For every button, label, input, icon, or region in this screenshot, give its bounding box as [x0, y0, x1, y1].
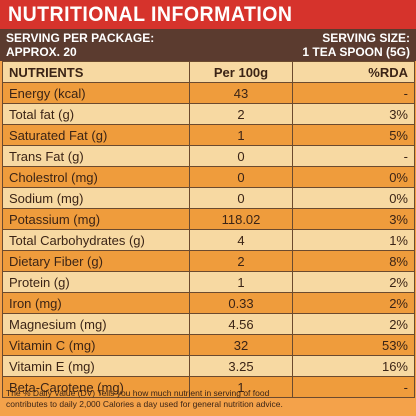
- table-body: Energy (kcal) 43- Total fat (g) 2 3% Saturate…: [2, 82, 415, 398]
- table-row: Vitamin E (mg) 3.25 16%: [2, 355, 415, 377]
- per-100g-value: 43: [189, 82, 293, 104]
- per-100g-value: 2: [189, 250, 293, 272]
- per-100g-value: 1: [189, 376, 293, 398]
- table-row: Beta-Carotene (mg) 1-: [2, 376, 415, 398]
- rda-value: 16%: [292, 355, 415, 377]
- serving-per-package: SERVING PER PACKAGE: APPROX. 20: [6, 31, 154, 59]
- rda-value: 0%: [292, 187, 415, 209]
- table-row: Protein (g) 1 2%: [2, 271, 415, 293]
- nutrient-name: Dietary Fiber (g): [2, 250, 190, 272]
- header-per-100g: Per 100g: [189, 61, 293, 83]
- header-nutrients: NUTRIENTS: [2, 61, 190, 83]
- per-100g-value: 0.33: [189, 292, 293, 314]
- rda-value: 5%: [292, 124, 415, 146]
- per-100g-value: 4: [189, 229, 293, 251]
- per-100g-value: 1: [189, 271, 293, 293]
- footnote: The % Daily Value (DV) Tells you how muc…: [6, 388, 410, 410]
- nutrient-name: Saturated Fat (g): [2, 124, 190, 146]
- rda-value: 2%: [292, 313, 415, 335]
- per-100g-value: 32: [189, 334, 293, 356]
- rda-value: 2%: [292, 292, 415, 314]
- serving-size-value: 1 TEA SPOON (5G): [302, 45, 410, 59]
- rda-value: 3%: [292, 208, 415, 230]
- table-row: Total Carbohydrates (g) 4 1%: [2, 229, 415, 251]
- nutrient-name: Vitamin E (mg): [2, 355, 190, 377]
- rda-value: 1%: [292, 229, 415, 251]
- nutrient-name: Total fat (g): [2, 103, 190, 125]
- table-row: Magnesium (mg) 4.56 2%: [2, 313, 415, 335]
- per-100g-value: 1: [189, 124, 293, 146]
- nutrient-name: Trans Fat (g): [2, 145, 190, 167]
- rda-value: 0%: [292, 166, 415, 188]
- per-100g-value: 118.02: [189, 208, 293, 230]
- per-100g-value: 0: [189, 187, 293, 209]
- table-row: Sodium (mg) 0 0%: [2, 187, 415, 209]
- serving-size-label: SERVING SIZE:: [322, 31, 410, 45]
- per-100g-value: 4.56: [189, 313, 293, 335]
- serving-per-package-value: APPROX. 20: [6, 45, 77, 59]
- nutrient-name: Beta-Carotene (mg): [2, 376, 190, 398]
- table-row: Saturated Fat (g) 1 5%: [2, 124, 415, 146]
- per-100g-value: 0: [189, 145, 293, 167]
- per-100g-value: 2: [189, 103, 293, 125]
- table-row: Total fat (g) 2 3%: [2, 103, 415, 125]
- nutrition-table: NUTRIENTS Per 100g %RDA Energy (kcal) 43-…: [2, 61, 415, 398]
- footnote-line: The % Daily Value (DV) Tells you how muc…: [6, 388, 270, 398]
- rda-value: 53%: [292, 334, 415, 356]
- table-row: Dietary Fiber (g) 2 8%: [2, 250, 415, 272]
- header-rda: %RDA: [292, 61, 415, 83]
- table-header-row: NUTRIENTS Per 100g %RDA: [2, 61, 415, 83]
- serving-info: SERVING PER PACKAGE: APPROX. 20 SERVING …: [0, 29, 416, 61]
- per-100g-value: 0: [189, 166, 293, 188]
- table-row: Vitamin C (mg) 32 53%: [2, 334, 415, 356]
- nutrient-name: Magnesium (mg): [2, 313, 190, 335]
- nutrient-name: Potassium (mg): [2, 208, 190, 230]
- table-row: Cholestrol (mg) 0 0%: [2, 166, 415, 188]
- nutrient-name: Iron (mg): [2, 292, 190, 314]
- table-row: Trans Fat (g) 0-: [2, 145, 415, 167]
- rda-value: 3%: [292, 103, 415, 125]
- table-row: Potassium (mg) 118.02 3%: [2, 208, 415, 230]
- title-bar: NUTRITIONAL INFORMATION: [0, 0, 416, 29]
- rda-value: 2%: [292, 271, 415, 293]
- serving-size: SERVING SIZE: 1 TEA SPOON (5G): [302, 31, 410, 59]
- serving-per-package-label: SERVING PER PACKAGE:: [6, 31, 155, 45]
- page-title: NUTRITIONAL INFORMATION: [8, 2, 293, 26]
- per-100g-value: 3.25: [189, 355, 293, 377]
- table-row: Iron (mg) 0.33 2%: [2, 292, 415, 314]
- nutrient-name: Total Carbohydrates (g): [2, 229, 190, 251]
- nutrient-name: Vitamin C (mg): [2, 334, 190, 356]
- nutrient-name: Energy (kcal): [2, 82, 190, 104]
- rda-value: -: [292, 82, 415, 104]
- nutrient-name: Sodium (mg): [2, 187, 190, 209]
- footnote-line: contributes to daily 2,000 Calories a da…: [6, 399, 283, 409]
- table-row: Energy (kcal) 43-: [2, 82, 415, 104]
- nutrient-name: Cholestrol (mg): [2, 166, 190, 188]
- rda-value: 8%: [292, 250, 415, 272]
- nutrient-name: Protein (g): [2, 271, 190, 293]
- rda-value: -: [292, 376, 415, 398]
- rda-value: -: [292, 145, 415, 167]
